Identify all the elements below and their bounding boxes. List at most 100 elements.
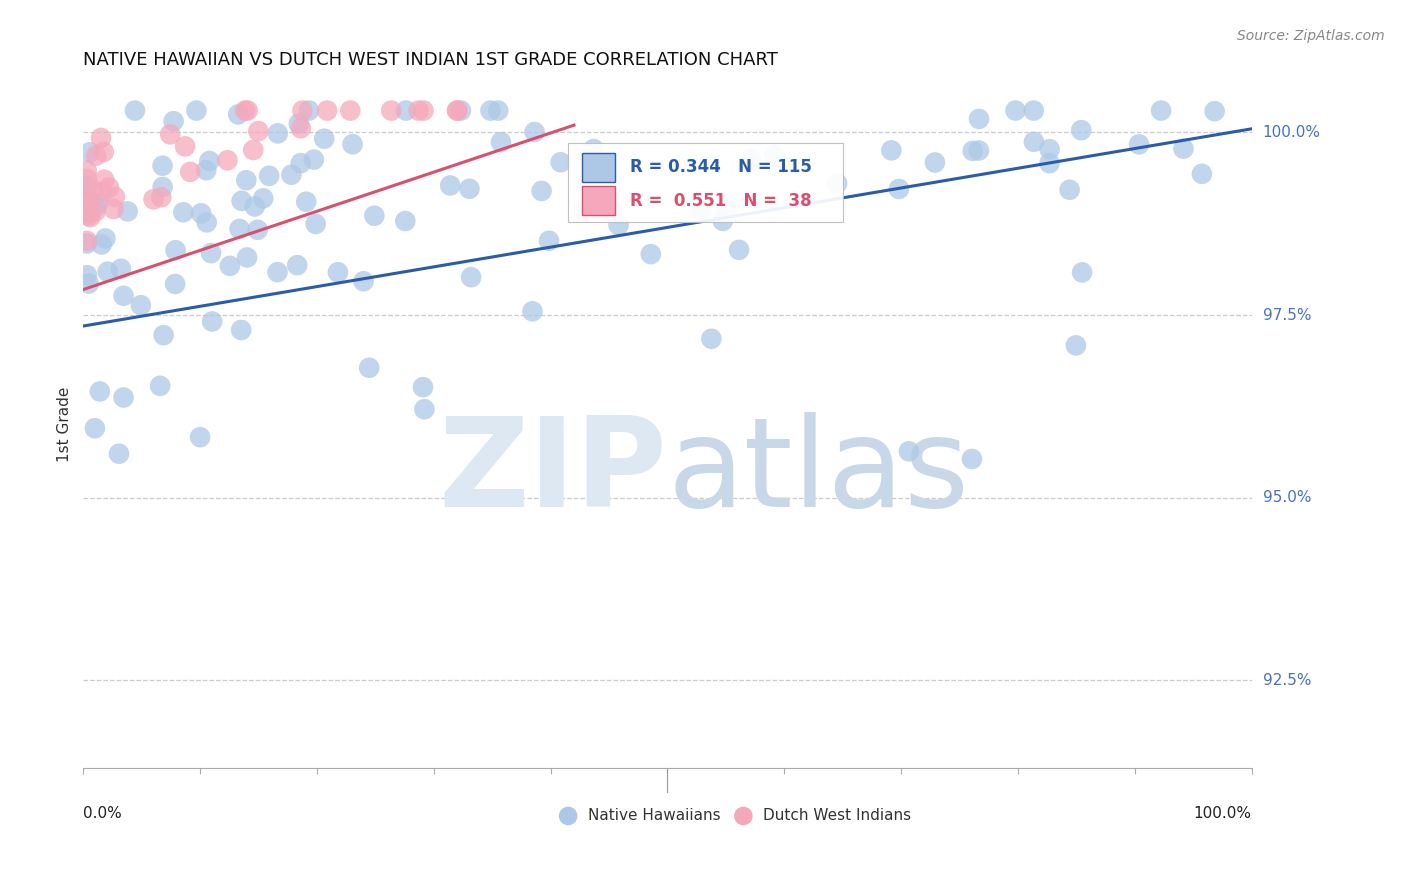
Point xyxy=(117,204,139,219)
Point xyxy=(1039,142,1062,156)
Point xyxy=(84,204,107,219)
Point xyxy=(460,270,482,285)
Text: Native Hawaiians: Native Hawaiians xyxy=(588,808,721,823)
Point xyxy=(89,384,111,399)
Point xyxy=(152,328,174,343)
Point xyxy=(550,155,572,169)
Text: Dutch West Indians: Dutch West Indians xyxy=(763,808,911,823)
Point xyxy=(149,379,172,393)
Text: Source: ZipAtlas.com: Source: ZipAtlas.com xyxy=(1237,29,1385,44)
Point xyxy=(380,103,402,118)
Point xyxy=(233,103,256,118)
Point xyxy=(523,125,546,139)
Point xyxy=(152,159,174,173)
Point xyxy=(195,215,218,229)
Point xyxy=(1150,103,1173,118)
Point xyxy=(104,190,127,204)
Point xyxy=(150,190,173,204)
Point xyxy=(359,360,381,375)
Point xyxy=(76,201,98,215)
Point xyxy=(446,103,468,118)
Point xyxy=(1204,104,1226,119)
Point xyxy=(1070,123,1092,137)
Point xyxy=(880,144,903,158)
Point xyxy=(967,144,990,158)
Point xyxy=(412,380,434,394)
Point xyxy=(339,103,361,118)
Text: 100.0%: 100.0% xyxy=(1263,125,1320,140)
Point xyxy=(353,274,375,288)
Point xyxy=(217,153,239,168)
Point xyxy=(76,163,98,178)
Point xyxy=(201,314,224,328)
Point xyxy=(162,114,184,128)
Point xyxy=(342,137,364,152)
Point xyxy=(76,205,98,219)
Point xyxy=(408,103,430,118)
Bar xyxy=(582,186,614,215)
Text: NATIVE HAWAIIAN VS DUTCH WEST INDIAN 1ST GRADE CORRELATION CHART: NATIVE HAWAIIAN VS DUTCH WEST INDIAN 1ST… xyxy=(83,51,778,69)
Point xyxy=(363,209,385,223)
Y-axis label: 1st Grade: 1st Grade xyxy=(58,387,72,462)
Point xyxy=(537,234,560,248)
Point xyxy=(236,251,259,265)
Point xyxy=(607,218,630,232)
Point xyxy=(226,107,249,121)
Point xyxy=(439,178,461,193)
Point xyxy=(1173,142,1195,156)
Point xyxy=(394,214,416,228)
Point xyxy=(110,261,132,276)
FancyBboxPatch shape xyxy=(568,143,842,222)
Point xyxy=(108,447,131,461)
Point xyxy=(1128,137,1150,152)
Point xyxy=(76,236,98,251)
Point xyxy=(395,103,418,118)
Point xyxy=(1059,183,1081,197)
Point xyxy=(247,124,270,138)
Point xyxy=(287,117,309,131)
Point xyxy=(83,421,105,435)
Point xyxy=(266,265,288,279)
Point xyxy=(413,402,436,417)
Point xyxy=(716,202,738,217)
Point xyxy=(295,194,318,209)
Point xyxy=(1022,103,1045,118)
Point xyxy=(82,183,104,197)
Point xyxy=(825,176,848,190)
Point xyxy=(305,217,328,231)
Point xyxy=(1191,167,1213,181)
Point xyxy=(76,234,98,248)
Point xyxy=(291,103,314,118)
Point xyxy=(84,149,107,163)
Point xyxy=(79,145,101,160)
Point xyxy=(887,182,910,196)
Point xyxy=(124,103,146,118)
Point xyxy=(103,202,125,216)
Point xyxy=(84,200,107,214)
Point xyxy=(200,246,222,260)
Point xyxy=(285,258,308,272)
Point xyxy=(1064,338,1087,352)
Point xyxy=(152,180,174,194)
Point xyxy=(93,145,115,159)
Point xyxy=(165,244,187,258)
Point xyxy=(87,196,110,211)
Point xyxy=(522,304,544,318)
Point xyxy=(77,209,100,223)
Text: R = 0.344   N = 115: R = 0.344 N = 115 xyxy=(630,158,811,176)
Point xyxy=(1071,265,1094,279)
Point xyxy=(489,135,512,149)
Text: 0.0%: 0.0% xyxy=(83,805,122,821)
Point xyxy=(737,156,759,170)
Point xyxy=(90,237,112,252)
Point xyxy=(142,192,165,206)
Point xyxy=(257,169,280,183)
Point xyxy=(1004,103,1026,118)
Point xyxy=(174,139,197,153)
Point xyxy=(572,203,595,218)
Point xyxy=(186,103,208,118)
Point xyxy=(76,190,98,204)
Point xyxy=(93,172,115,186)
Point xyxy=(967,112,990,126)
Point xyxy=(172,205,194,219)
